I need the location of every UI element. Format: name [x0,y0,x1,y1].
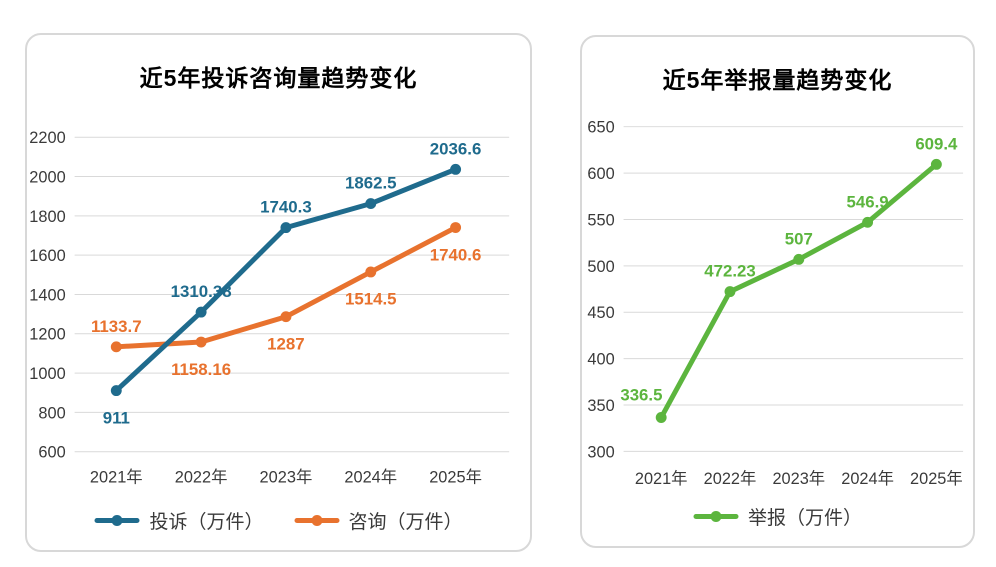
data-label: 336.5 [620,386,662,405]
legend-complaints-consultations: 投诉（万件） 咨询（万件） [27,507,530,534]
data-point [793,253,805,265]
data-point [930,158,942,170]
data-point [110,385,122,397]
legend-marker-icon [693,511,739,522]
y-tick-label: 1000 [29,365,65,383]
y-tick-label: 450 [587,304,614,322]
legend-item: 投诉（万件） [94,507,264,534]
y-tick-label: 400 [587,351,614,369]
data-point [724,286,736,298]
y-tick-label: 2200 [29,129,65,147]
legend-item: 举报（万件） [693,503,862,530]
data-label: 1287 [267,334,305,353]
reports-line-chart: 300 350 400 450 500 550 600 650 2021年 2022年 2023年 2… [587,119,964,488]
data-point [450,222,462,233]
x-tick-label: 2025年 [910,470,963,488]
data-point [110,341,122,353]
data-label: 546.9 [847,192,889,211]
x-tick-label: 2023年 [260,468,313,486]
x-tick-label: 2025年 [429,468,482,486]
y-tick-label: 500 [587,258,614,276]
data-label: 507 [785,229,813,248]
data-label: 1133.7 [91,317,142,336]
data-point [862,216,874,228]
legend-label: 投诉（万件） [149,512,264,533]
y-tick-label: 1200 [29,326,65,344]
data-point [280,311,292,323]
y-tick-label: 1400 [29,286,65,304]
x-tick-label: 2021年 [90,468,143,486]
data-label: 1158.16 [171,360,231,379]
data-label: 1862.5 [345,174,397,193]
legend-reports: 举报（万件） [582,503,973,530]
data-label: 1514.5 [345,290,397,309]
x-tick-label: 2022年 [175,468,228,486]
reports-chart-card: 近5年举报量趋势变化 300 350 400 450 500 550 600 650 2021年… [580,35,975,548]
data-point [655,412,667,423]
y-tick-label: 300 [587,443,614,461]
data-point [280,222,292,234]
legend-marker-icon [94,515,140,526]
complaints-consultations-line-chart: 600 800 1000 1200 1400 1600 1800 2000 2200 2021年 2… [29,129,510,486]
data-label: 1740.3 [260,198,312,217]
data-point [450,163,462,175]
series-line-咨询（万件） [113,225,459,350]
data-point [365,198,377,210]
legend-label: 咨询（万件） [348,512,463,533]
data-label: 1310.38 [171,282,232,301]
y-tick-label: 800 [38,404,65,422]
data-label: 2036.6 [430,139,482,158]
data-label: 911 [103,408,130,427]
data-point [195,336,207,348]
y-tick-label: 1800 [29,208,65,226]
chart-title-reports: 近5年举报量趋势变化 [662,67,893,93]
x-tick-label: 2021年 [635,470,688,488]
y-tick-label: 1600 [29,247,65,265]
x-tick-label: 2022年 [704,470,757,488]
x-tick-label: 2024年 [841,470,894,488]
data-label: 1740.6 [430,245,482,264]
data-point [365,266,377,278]
y-tick-label: 600 [587,165,614,183]
legend-item: 咨询（万件） [294,507,463,534]
x-tick-label: 2023年 [772,470,825,488]
data-label: 609.4 [915,135,958,154]
legend-marker-icon [294,515,339,526]
y-tick-label: 600 [38,444,65,462]
data-point [195,306,207,318]
y-tick-label: 650 [587,119,614,137]
y-tick-label: 350 [587,397,614,415]
series-line-举报（万件） [658,161,939,420]
y-tick-label: 550 [587,211,614,229]
y-tick-label: 2000 [29,168,65,186]
legend-label: 举报（万件） [747,508,862,529]
chart-title-complaints-consultations: 近5年投诉咨询量趋势变化 [139,65,418,91]
x-tick-label: 2024年 [344,468,397,486]
complaints-consultations-chart-card: 近5年投诉咨询量趋势变化 600 800 1000 1200 1400 1600 1800 2… [25,33,532,552]
data-label: 472.23 [704,262,755,281]
